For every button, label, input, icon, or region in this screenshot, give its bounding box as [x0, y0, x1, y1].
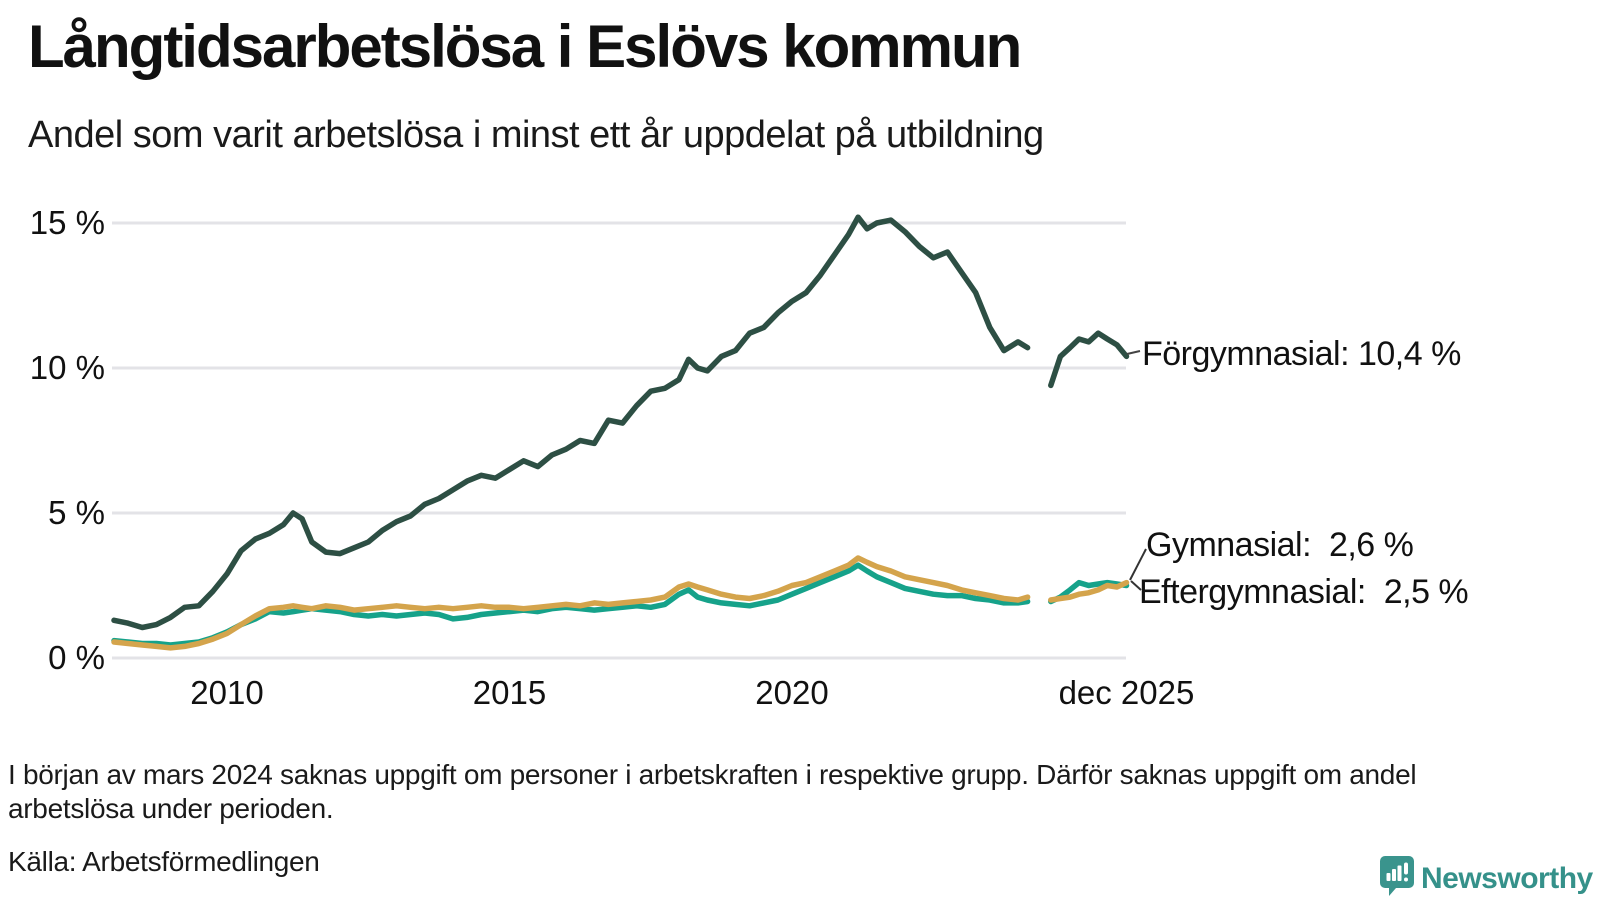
- series-line-eftergymnasial: [111, 562, 1130, 648]
- x-axis-tick-label: dec 2025: [1058, 674, 1195, 711]
- series-label-gymnasial: Gymnasial: 2,6 %: [1146, 526, 1414, 564]
- x-axis-tick-label: 2015: [472, 674, 547, 711]
- leader-lines: [1126, 350, 1147, 591]
- x-axis-tick-label: 2010: [190, 674, 264, 711]
- page-title: Långtidsarbetslösa i Eslövs kommun: [28, 13, 1022, 80]
- chart-subtitle: Andel som varit arbetslösa i minst ett å…: [28, 114, 1044, 156]
- chart-footnote: I början av mars 2024 saknas uppgift om …: [8, 759, 1417, 824]
- series-line-gymnasial: [111, 555, 1130, 651]
- y-axis-tick-label: 0 %: [48, 639, 105, 676]
- newsworthy-logo-text: Newsworthy: [1421, 861, 1593, 895]
- series-line-förgymnasial: [111, 214, 1130, 631]
- x-axis-tick-label: 2020: [755, 674, 829, 711]
- y-axis-tick-label: 15 %: [29, 204, 105, 241]
- newsworthy-logo: Newsworthy: [1380, 856, 1593, 900]
- y-axis-tick-label: 10 %: [29, 349, 105, 386]
- gridlines: [112, 221, 1126, 660]
- y-axis-tick-label: 5 %: [48, 494, 105, 531]
- newsworthy-logo-icon: [1380, 856, 1414, 900]
- source-attribution: Källa: Arbetsförmedlingen: [8, 846, 320, 877]
- data-series-lines: [111, 214, 1130, 651]
- series-label-eftergymnasial: Eftergymnasial: 2,5 %: [1139, 573, 1469, 611]
- series-label-forgymnasial: Förgymnasial: 10,4 %: [1142, 335, 1461, 373]
